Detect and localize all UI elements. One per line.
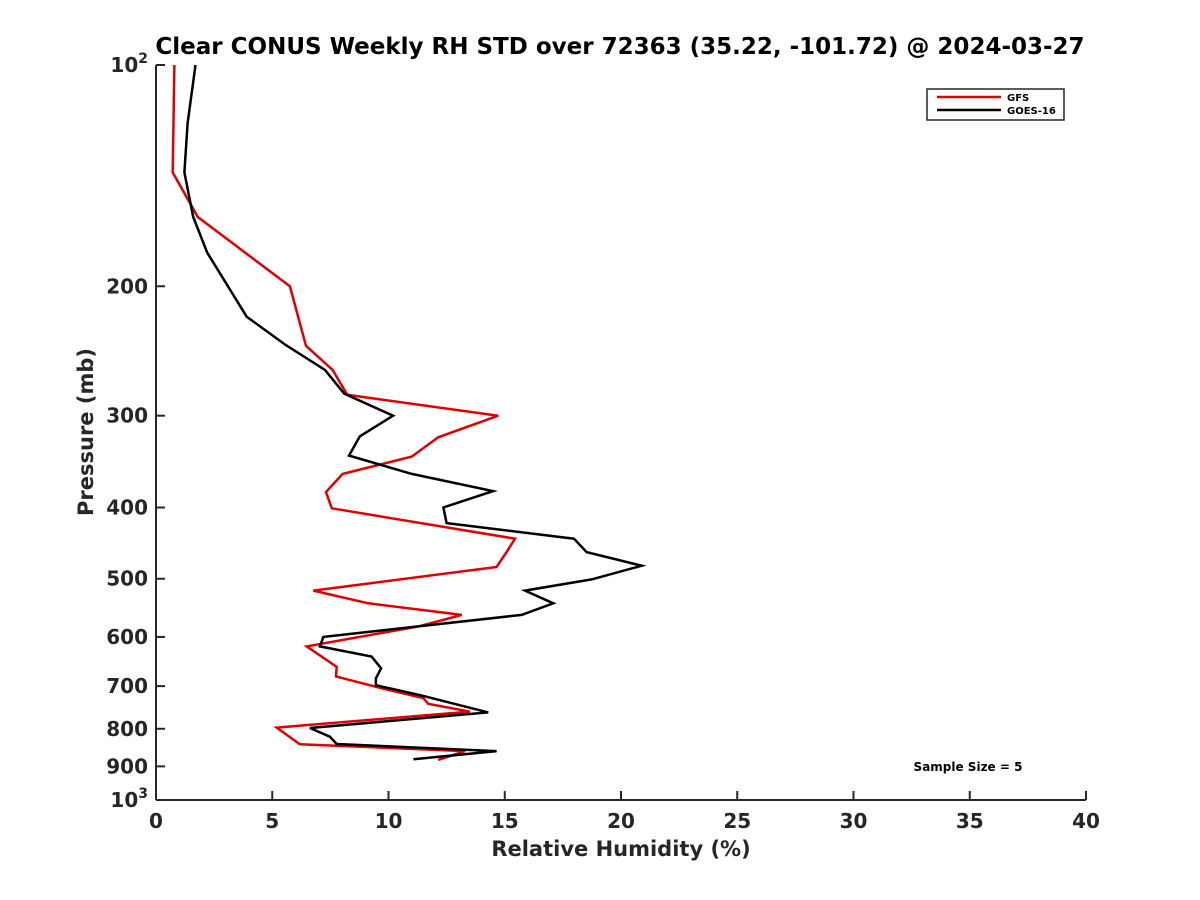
x-tick-label: 25 bbox=[723, 809, 751, 833]
series-lines bbox=[171, 64, 647, 762]
x-tick-label: 10 bbox=[375, 809, 403, 833]
legend-label-gfs: GFS bbox=[1007, 93, 1029, 104]
sample-size-annotation: Sample Size = 5 bbox=[914, 760, 1023, 774]
x-tick-label: 5 bbox=[265, 809, 279, 833]
y-tick-label: 900 bbox=[106, 754, 148, 778]
y-ticks: 102 200 300 400 500 600 700 800 900 103 bbox=[106, 51, 165, 812]
y-tick-label: 800 bbox=[106, 717, 148, 741]
x-tick-label: 20 bbox=[607, 809, 635, 833]
y-tick-label: 700 bbox=[106, 674, 148, 698]
y-tick-label: 103 bbox=[110, 786, 148, 812]
y-tick-label: 400 bbox=[106, 496, 148, 520]
x-tick-label: 0 bbox=[149, 809, 163, 833]
legend: GFS GOES-16 bbox=[926, 88, 1065, 121]
y-axis-label: Pressure (mb) bbox=[74, 348, 98, 516]
y-tick-label: 500 bbox=[106, 567, 148, 591]
x-axis-label: Relative Humidity (%) bbox=[491, 837, 750, 861]
x-ticks: 0 5 10 15 20 25 30 35 40 bbox=[149, 791, 1100, 833]
chart-title: Clear CONUS Weekly RH STD over 72363 (35… bbox=[155, 34, 1084, 60]
y-tick-label: 300 bbox=[106, 404, 148, 428]
plot-area: 0 5 10 15 20 25 30 35 40 102 200 300 400 500 600 700 80… bbox=[106, 51, 1100, 833]
legend-label-goes16: GOES-16 bbox=[1007, 106, 1056, 117]
x-tick-label: 40 bbox=[1072, 809, 1100, 833]
legend-box bbox=[926, 88, 1065, 121]
y-tick-label: 102 bbox=[110, 51, 148, 77]
y-tick-label: 200 bbox=[106, 274, 148, 298]
series-line-gfs bbox=[171, 64, 518, 762]
series-line-goes16 bbox=[183, 64, 647, 761]
x-tick-label: 35 bbox=[956, 809, 984, 833]
y-tick-label: 600 bbox=[106, 625, 148, 649]
x-tick-label: 15 bbox=[491, 809, 519, 833]
x-tick-label: 30 bbox=[840, 809, 868, 833]
